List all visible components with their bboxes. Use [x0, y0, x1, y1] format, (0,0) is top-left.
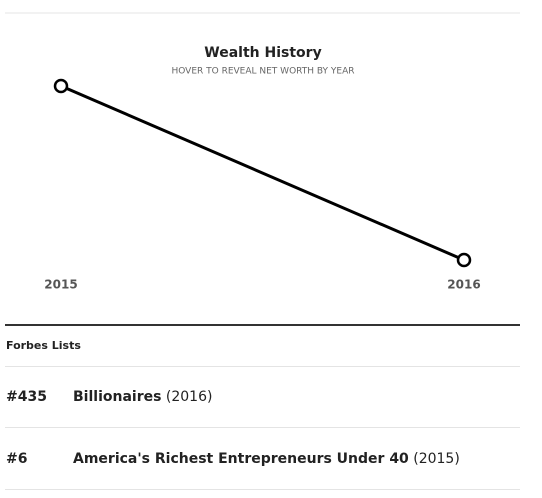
x-tick-label: 2015	[44, 278, 77, 292]
list-year: (2016)	[165, 389, 213, 405]
rank: #435	[6, 389, 47, 405]
list-entry[interactable]: America's Richest Entrepreneurs Under 40…	[73, 451, 460, 467]
chart: Wealth History HOVER TO REVEAL NET WORTH…	[5, 12, 520, 292]
line	[60, 84, 465, 262]
list-name[interactable]: Billionaires	[73, 389, 162, 405]
row-divider	[5, 489, 520, 490]
x-tick-label: 2016	[447, 278, 480, 292]
row-divider	[5, 366, 520, 367]
divider	[5, 324, 520, 326]
section-title: Forbes Lists	[6, 339, 81, 352]
point[interactable]	[53, 78, 69, 94]
chart-subtitle: HOVER TO REVEAL NET WORTH BY YEAR	[171, 67, 354, 77]
list-entry[interactable]: Billionaires (2016)	[73, 389, 212, 405]
list-name[interactable]: America's Richest Entrepreneurs Under 40	[73, 451, 409, 467]
chart-title: Wealth History	[204, 45, 321, 61]
row-divider	[5, 427, 520, 428]
rank: #6	[6, 451, 28, 467]
list-year: (2015)	[413, 451, 460, 467]
point[interactable]	[456, 252, 472, 268]
